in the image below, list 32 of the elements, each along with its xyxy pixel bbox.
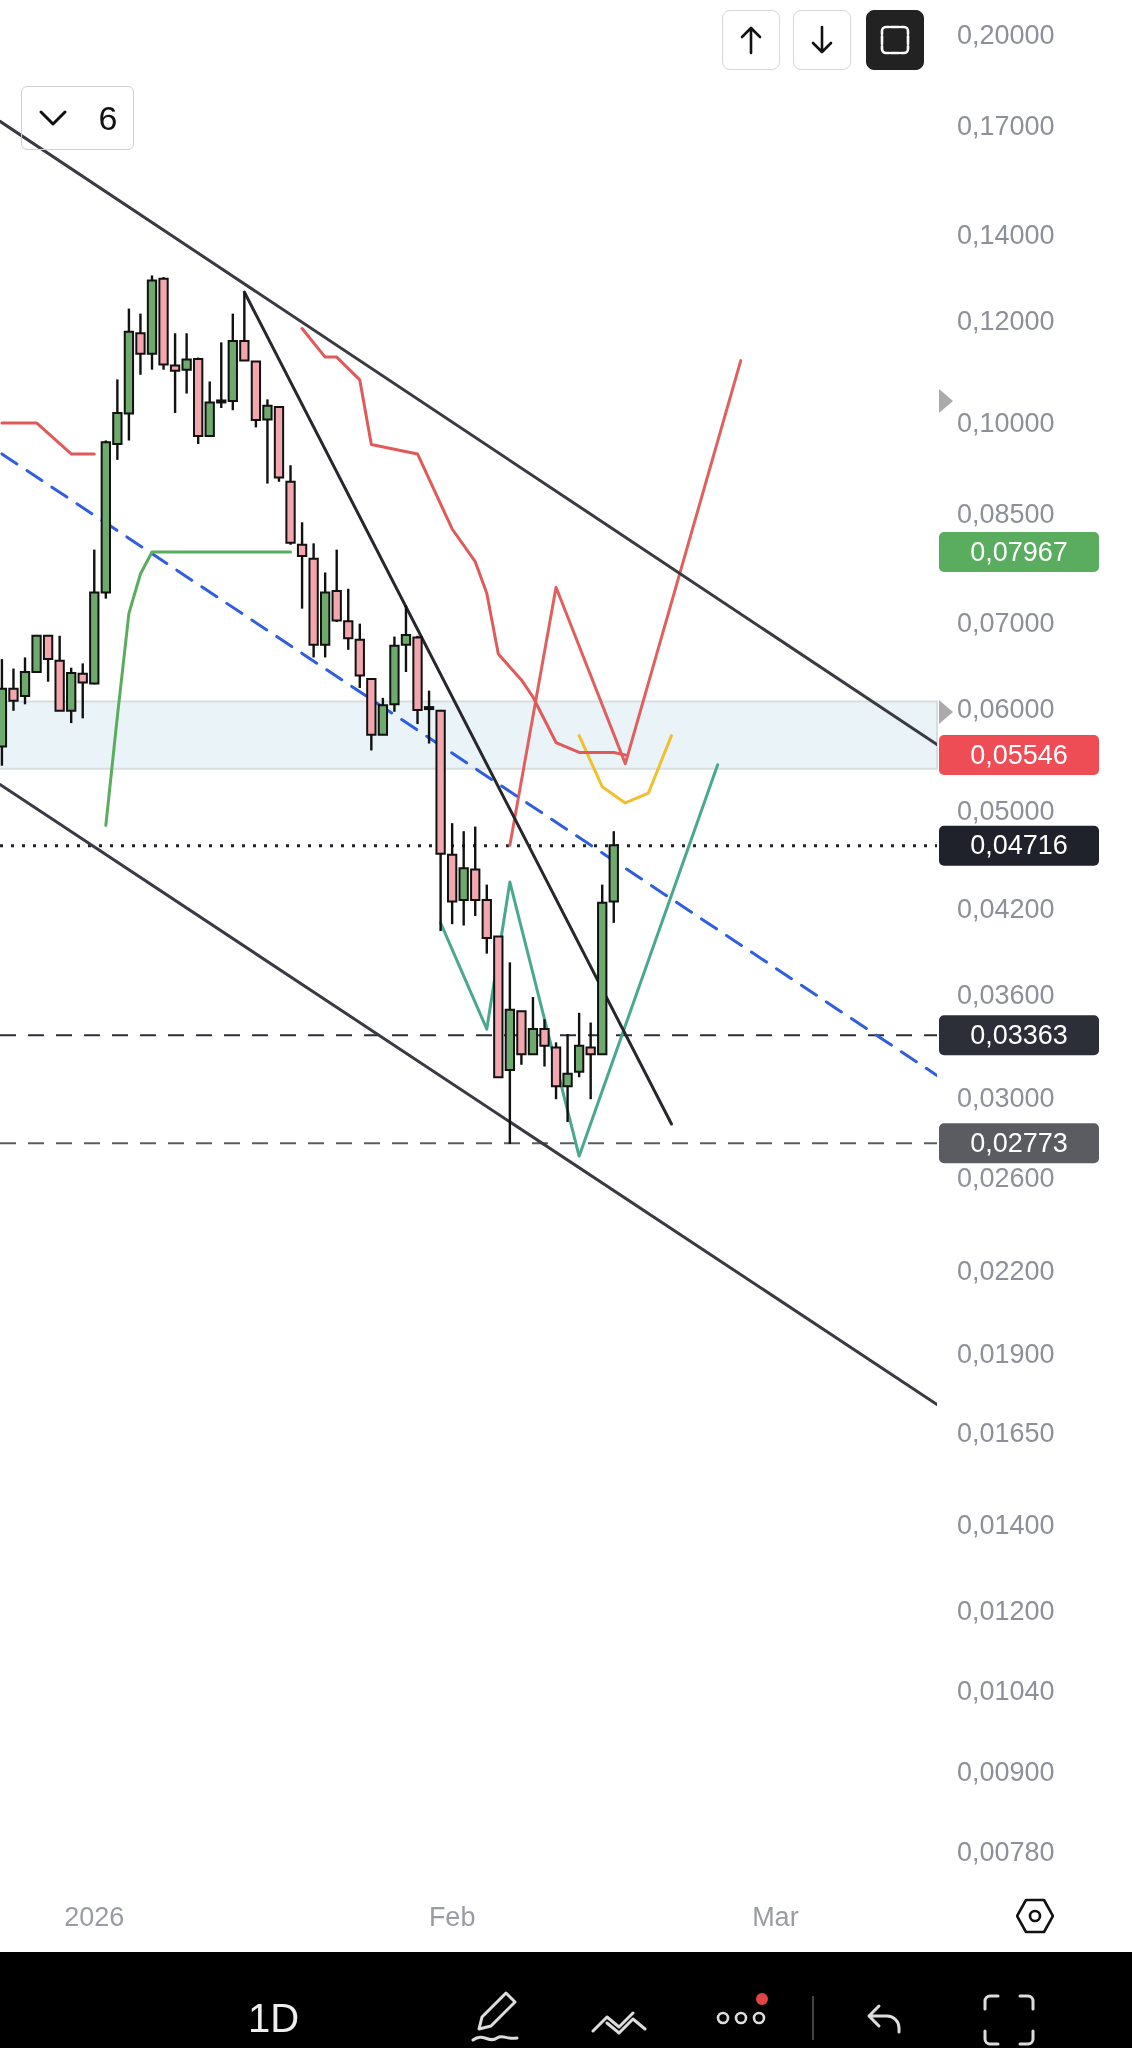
interval-dropdown: 6 xyxy=(21,86,134,150)
y-tick-label: 0,17000 xyxy=(957,110,1055,141)
annotation: 6 xyxy=(98,98,118,138)
ref-line-label: 0,03363 xyxy=(970,1019,1068,1050)
y-tick-label: 0,05000 xyxy=(957,796,1055,827)
y-tick-label: 0,07000 xyxy=(957,607,1055,638)
y-tick-label: 0,02200 xyxy=(957,1256,1055,1287)
y-tick-label: 0,01650 xyxy=(957,1417,1055,1448)
y-tick-label: 0,03000 xyxy=(957,1082,1055,1113)
x-tick-label: 2026 xyxy=(64,1901,125,1932)
y-tick-label: 0,10000 xyxy=(957,408,1055,439)
y-tick-label: 0,00780 xyxy=(957,1837,1055,1868)
y-tick-label: 0,00900 xyxy=(957,1757,1055,1788)
x-tick-label: Mar xyxy=(752,1901,799,1932)
y-tick-label: 0,12000 xyxy=(957,305,1055,336)
text: 1D xyxy=(248,1996,300,2041)
text: 0,07967 xyxy=(939,532,1099,572)
y-tick-label: 0,04200 xyxy=(957,894,1055,925)
y-tick-label: 0,03600 xyxy=(957,980,1055,1011)
x-tick-label: Feb xyxy=(428,1901,476,1932)
y-tick-label: 0,20000 xyxy=(957,19,1055,50)
y-tick-label: 0,14000 xyxy=(957,219,1055,250)
y-tick-label: 0,08500 xyxy=(957,499,1055,530)
ref-line-label: 0,02773 xyxy=(970,1127,1068,1158)
ref-line-label: 0,04716 xyxy=(970,830,1068,861)
y-tick-label: 0,01900 xyxy=(957,1338,1055,1369)
y-tick-label: 0,06000 xyxy=(957,694,1055,725)
y-tick-label: 0,01040 xyxy=(957,1676,1055,1707)
y-tick-label: 0,01200 xyxy=(957,1596,1055,1627)
y-tick-label: 0,01400 xyxy=(957,1509,1055,1540)
y-tick-label: 0,02600 xyxy=(957,1162,1055,1193)
text: 0,05546 xyxy=(939,735,1099,775)
